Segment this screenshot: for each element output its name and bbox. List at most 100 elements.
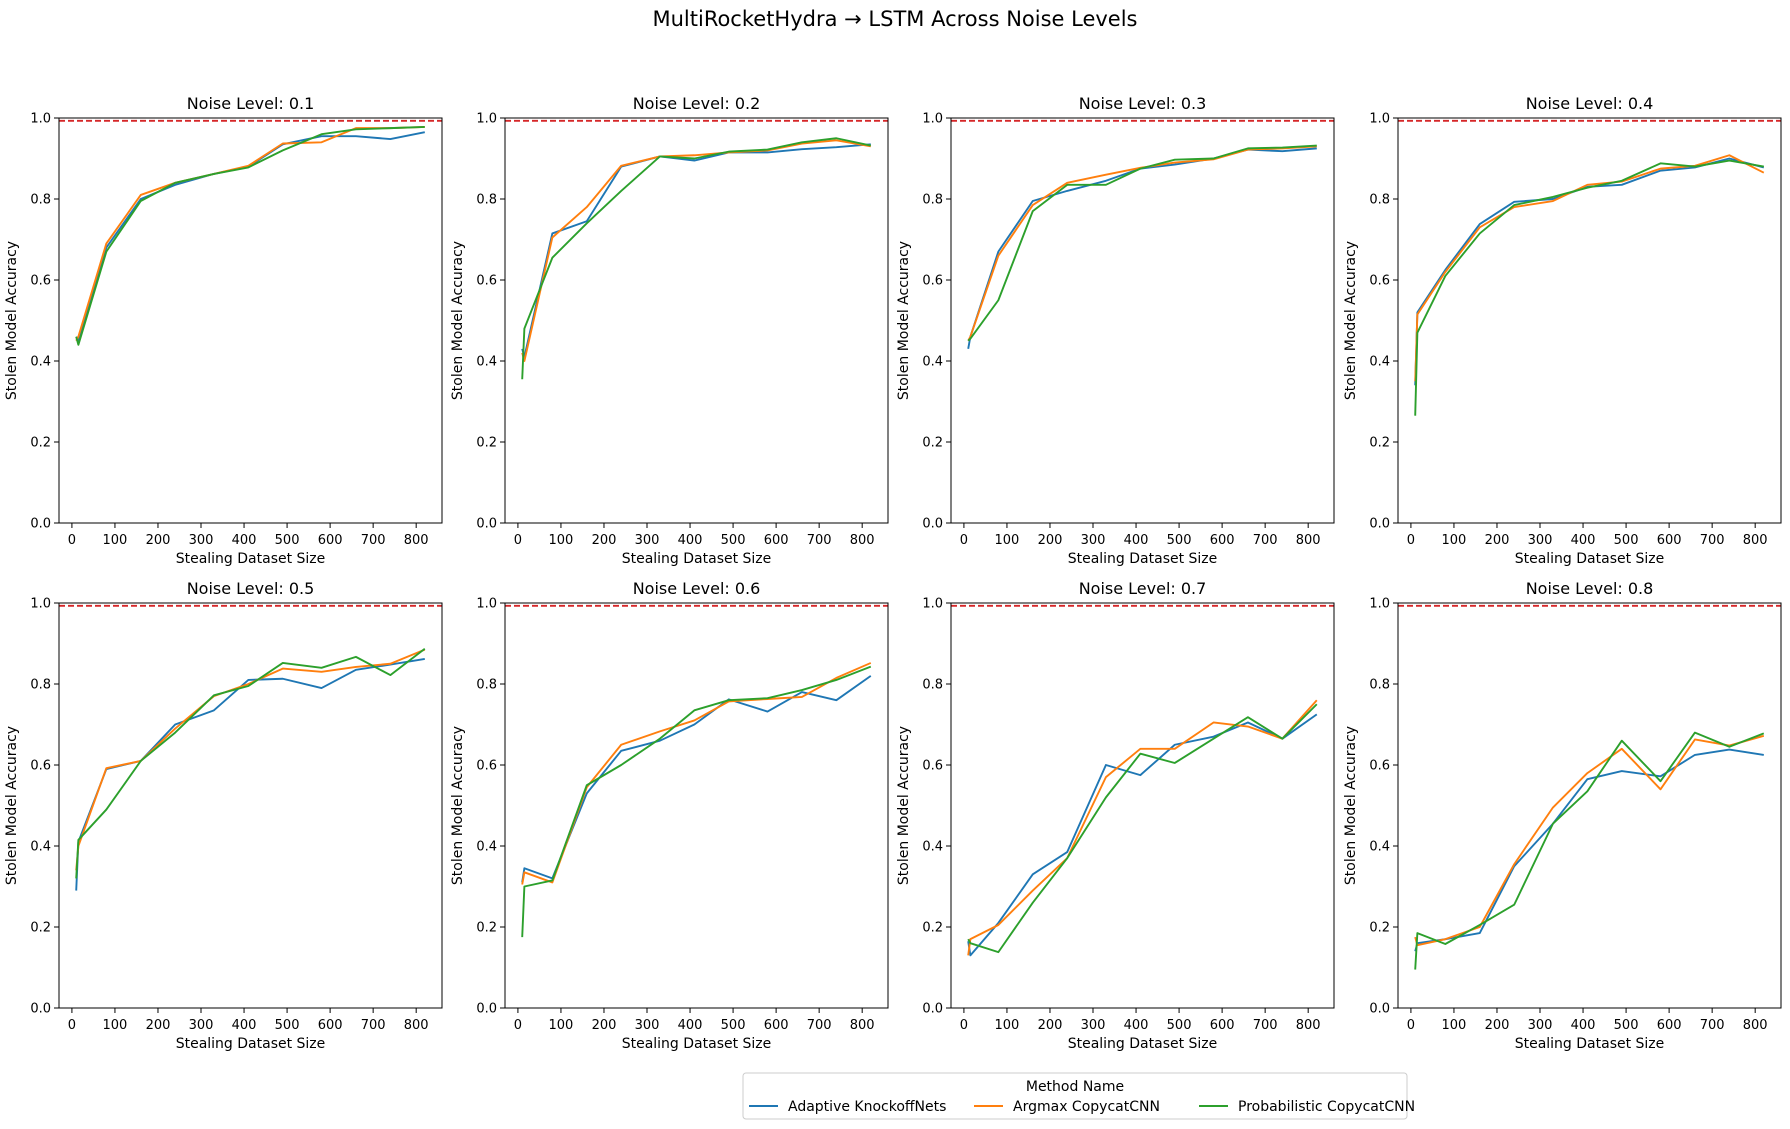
series-line-3 xyxy=(521,665,872,938)
y-axis-label: Stolen Model Accuracy xyxy=(1343,726,1359,885)
x-tick-label: 0 xyxy=(68,533,76,548)
y-axis-label: Stolen Model Accuracy xyxy=(896,241,912,400)
x-tick-label: 200 xyxy=(1485,1018,1510,1033)
y-tick-label: 0.0 xyxy=(30,517,51,532)
y-tick-label: 1.0 xyxy=(922,112,943,127)
y-tick-label: 1.0 xyxy=(922,597,943,612)
x-tick-label: 0 xyxy=(1407,1018,1415,1033)
x-tick-label: 700 xyxy=(807,1018,832,1033)
x-tick-label: 100 xyxy=(103,533,128,548)
subplot-7: Noise Level: 0.7 0.0 0.2 0.4 0.6 0.8 1.0 0 100 20… xyxy=(896,579,1335,1052)
legend: Method Name Adaptive KnockoffNets Argmax … xyxy=(742,1072,1415,1120)
legend-entry: Argmax CopycatCNN xyxy=(974,1099,1160,1115)
subplot-3: Noise Level: 0.3 0.0 0.2 0.4 0.6 0.8 1.0 0 100 20… xyxy=(896,94,1335,567)
y-tick-label: 0.0 xyxy=(30,1002,51,1017)
x-tick-label: 700 xyxy=(1253,533,1278,548)
legend-label: Adaptive KnockoffNets xyxy=(788,1099,946,1115)
series-line-3 xyxy=(967,144,1317,342)
y-tick-label: 0.4 xyxy=(1369,840,1390,855)
x-tick-label: 0 xyxy=(514,1018,522,1033)
y-tick-label: 0.0 xyxy=(1369,517,1390,532)
series-line-3 xyxy=(1414,731,1765,970)
subplot-title: Noise Level: 0.8 xyxy=(1526,579,1654,598)
y-tick-label: 0.6 xyxy=(922,274,943,289)
subplot-8: Noise Level: 0.8 0.0 0.2 0.4 0.6 0.8 1.0 0 100 20… xyxy=(1343,579,1782,1052)
y-tick-label: 0.4 xyxy=(30,840,51,855)
x-tick-label: 0 xyxy=(960,533,968,548)
y-tick-label: 0.8 xyxy=(476,193,497,208)
x-tick-label: 200 xyxy=(146,533,171,548)
x-axis-label: Stealing Dataset Size xyxy=(1515,1036,1665,1052)
y-tick-label: 0.0 xyxy=(476,1002,497,1017)
y-tick-label: 0.8 xyxy=(922,193,943,208)
x-axis-label: Stealing Dataset Size xyxy=(176,551,326,567)
y-tick-label: 0.8 xyxy=(476,678,497,693)
y-tick-label: 0.6 xyxy=(922,759,943,774)
axes-frame xyxy=(1397,602,1782,1009)
y-tick-label: 0.6 xyxy=(1369,759,1390,774)
y-tick-label: 0.0 xyxy=(1369,1002,1390,1017)
x-tick-label: 800 xyxy=(1296,1018,1321,1033)
subplot-2: Noise Level: 0.2 0.0 0.2 0.4 0.6 0.8 1.0 0 100 20… xyxy=(450,94,889,567)
y-tick-label: 0.2 xyxy=(922,921,943,936)
legend-frame xyxy=(742,1072,1408,1120)
x-tick-label: 700 xyxy=(1700,533,1725,548)
y-tick-label: 0.8 xyxy=(1369,193,1390,208)
x-tick-label: 400 xyxy=(1571,1018,1596,1033)
x-tick-label: 500 xyxy=(1614,1018,1639,1033)
y-tick-label: 0.4 xyxy=(476,355,497,370)
y-tick-label: 0.0 xyxy=(922,517,943,532)
x-tick-label: 500 xyxy=(275,533,300,548)
x-tick-label: 800 xyxy=(850,533,875,548)
x-tick-label: 300 xyxy=(1081,1018,1106,1033)
subplot-4: Noise Level: 0.4 0.0 0.2 0.4 0.6 0.8 1.0 0 100 20… xyxy=(1343,94,1782,567)
x-tick-label: 200 xyxy=(592,1018,617,1033)
axes-frame xyxy=(58,602,443,1009)
x-tick-label: 600 xyxy=(1210,1018,1235,1033)
y-tick-label: 0.2 xyxy=(922,436,943,451)
axes-frame xyxy=(504,602,889,1009)
y-tick-label: 0.4 xyxy=(922,355,943,370)
x-tick-label: 300 xyxy=(1081,533,1106,548)
y-axis-label: Stolen Model Accuracy xyxy=(450,241,466,400)
y-tick-label: 1.0 xyxy=(1369,112,1390,127)
y-tick-label: 0.4 xyxy=(1369,355,1390,370)
x-tick-label: 600 xyxy=(764,1018,789,1033)
y-tick-label: 0.6 xyxy=(30,759,51,774)
axes-frame xyxy=(1397,117,1782,524)
x-tick-label: 100 xyxy=(995,1018,1020,1033)
series-line-3 xyxy=(1414,159,1764,416)
x-tick-label: 400 xyxy=(232,1018,257,1033)
y-tick-label: 0.8 xyxy=(30,193,51,208)
legend-entry: Probabilistic CopycatCNN xyxy=(1199,1099,1415,1115)
x-tick-label: 0 xyxy=(960,1018,968,1033)
x-axis-label: Stealing Dataset Size xyxy=(176,1036,326,1052)
y-axis-label: Stolen Model Accuracy xyxy=(450,726,466,885)
x-tick-label: 300 xyxy=(635,533,660,548)
x-tick-label: 100 xyxy=(549,1018,574,1033)
x-tick-label: 400 xyxy=(1124,533,1149,548)
x-axis-label: Stealing Dataset Size xyxy=(622,551,772,567)
y-tick-label: 0.6 xyxy=(1369,274,1390,289)
x-tick-label: 500 xyxy=(721,1018,746,1033)
y-tick-label: 1.0 xyxy=(30,112,51,127)
x-tick-label: 800 xyxy=(404,1018,429,1033)
x-tick-label: 800 xyxy=(404,533,429,548)
subplot-title: Noise Level: 0.1 xyxy=(187,94,315,113)
x-tick-label: 300 xyxy=(189,1018,214,1033)
x-tick-label: 500 xyxy=(1167,533,1192,548)
x-tick-label: 100 xyxy=(103,1018,128,1033)
y-tick-label: 1.0 xyxy=(476,597,497,612)
x-tick-label: 700 xyxy=(361,1018,386,1033)
x-axis-label: Stealing Dataset Size xyxy=(622,1036,772,1052)
y-tick-label: 0.2 xyxy=(1369,436,1390,451)
x-tick-label: 600 xyxy=(764,533,789,548)
series-line-3 xyxy=(521,137,871,380)
x-tick-label: 400 xyxy=(232,533,257,548)
x-tick-label: 400 xyxy=(1124,1018,1149,1033)
x-axis-label: Stealing Dataset Size xyxy=(1068,1036,1218,1052)
x-tick-label: 500 xyxy=(275,1018,300,1033)
subplot-1: Noise Level: 0.1 0.0 0.2 0.4 0.6 0.8 1.0 0 100 20… xyxy=(4,94,443,567)
y-tick-label: 1.0 xyxy=(476,112,497,127)
x-tick-label: 400 xyxy=(1571,533,1596,548)
